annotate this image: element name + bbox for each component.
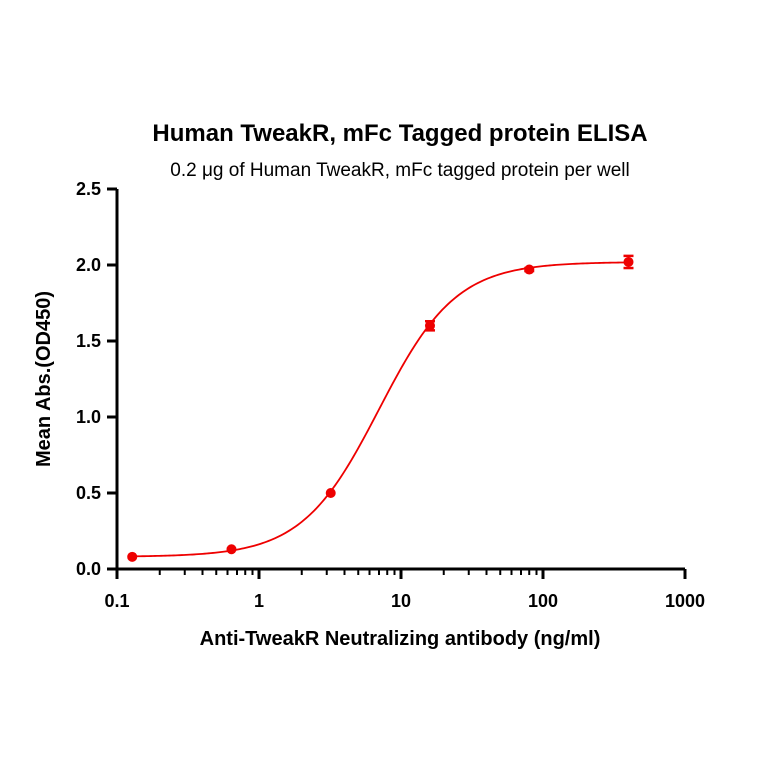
chart-title: Human TweakR, mFc Tagged protein ELISA — [152, 120, 647, 147]
x-tick-label: 10 — [391, 591, 411, 611]
y-tick-label: 1.5 — [76, 331, 101, 351]
y-tick-label: 1.0 — [76, 407, 101, 427]
data-point — [623, 256, 634, 267]
y-axis-label: Mean Abs.(OD450) — [33, 291, 55, 467]
x-tick-label: 1000 — [665, 591, 705, 611]
x-axis-label: Anti-TweakR Neutralizing antibody (ng/ml… — [200, 628, 601, 650]
y-tick-label: 0.0 — [76, 559, 101, 579]
y-tick-label: 2.0 — [76, 255, 101, 275]
data-point — [524, 264, 535, 275]
fit-curve-layer — [132, 261, 629, 558]
data-point — [127, 551, 138, 562]
y-tick-label: 0.5 — [76, 483, 101, 503]
axes: 0.0 0.5 1.0 1.5 2.0 2.5 0.1 1 10 100 1000 — [76, 179, 705, 611]
data-point — [325, 488, 336, 498]
fit-curve — [132, 261, 629, 558]
x-tick-label: 100 — [528, 591, 558, 611]
data-points-layer — [127, 254, 634, 562]
chart-subtitle: 0.2 μg of Human TweakR, mFc tagged prote… — [170, 160, 629, 181]
y-tick-label: 2.5 — [76, 179, 101, 199]
data-point — [226, 544, 237, 555]
data-point — [424, 320, 435, 331]
x-tick-label: 0.1 — [104, 591, 129, 611]
x-tick-label: 1 — [254, 591, 264, 611]
